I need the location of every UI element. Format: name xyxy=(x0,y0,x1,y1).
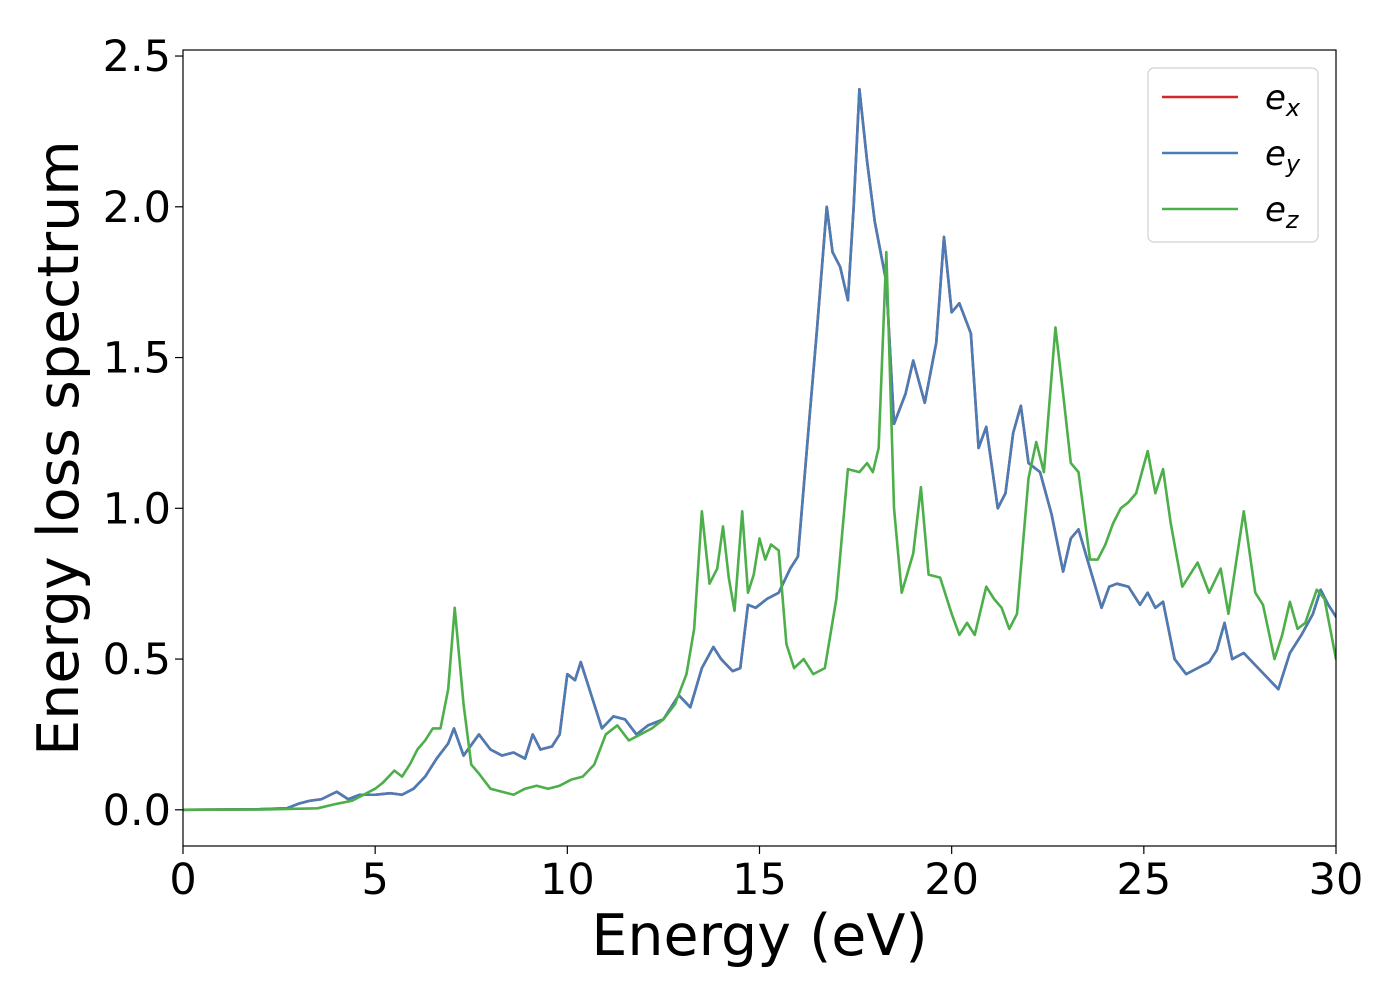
x-tick-label: 15 xyxy=(732,855,787,905)
series-line-ey xyxy=(183,87,1336,812)
x-tick-label: 5 xyxy=(361,855,388,905)
legend-box xyxy=(1147,67,1319,243)
y-tick-label: 0.5 xyxy=(103,635,171,685)
legend-label-ey: ey xyxy=(1265,134,1301,178)
y-axis-label: Energy loss spectrum xyxy=(26,140,92,756)
y-tick-label: 1.0 xyxy=(103,484,171,534)
x-axis-label: Energy (eV) xyxy=(591,903,927,969)
y-tick-label: 1.5 xyxy=(103,334,171,384)
y-tick-label: 2.5 xyxy=(103,32,171,82)
x-axis-ticks: 0 5 10 15 20 25 30 xyxy=(169,846,1363,905)
x-tick-label: 0 xyxy=(169,855,196,905)
series-layer xyxy=(183,87,1336,812)
legend-label-ez: ez xyxy=(1265,190,1300,234)
y-tick-label: 0.0 xyxy=(103,786,171,836)
x-tick-label: 10 xyxy=(540,855,595,905)
y-axis-ticks: 0.0 0.5 1.0 1.5 2.0 2.5 xyxy=(103,32,183,836)
legend: ex ey ez xyxy=(1147,67,1319,243)
legend-label-ex: ex xyxy=(1265,78,1301,122)
x-tick-label: 20 xyxy=(924,855,979,905)
x-tick-label: 30 xyxy=(1309,855,1364,905)
x-tick-label: 25 xyxy=(1116,855,1171,905)
series-line-ez xyxy=(183,250,1336,812)
y-tick-label: 2.0 xyxy=(103,183,171,233)
